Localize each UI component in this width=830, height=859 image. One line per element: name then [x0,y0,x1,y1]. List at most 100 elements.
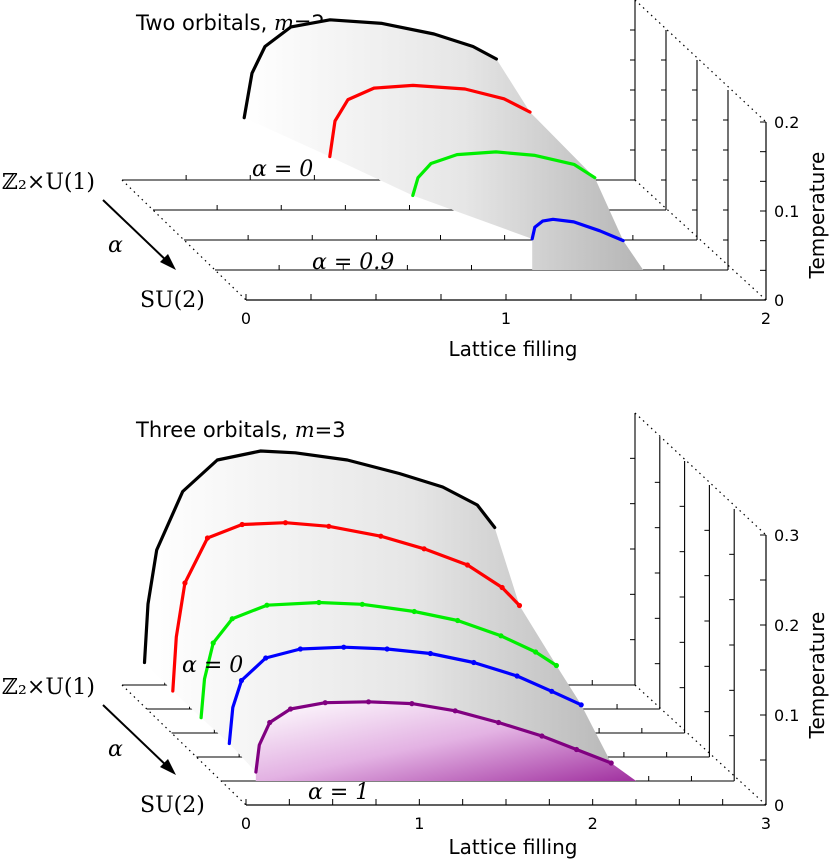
depth-arrow [102,199,171,265]
x-ticks: 0 1 2 [241,294,771,328]
series-point [182,580,188,586]
phase-surface [144,451,637,781]
series-line-2 [199,600,558,720]
depth-arrow-head [160,254,176,270]
series-point [287,706,294,712]
series-point [464,562,471,568]
series-point [239,521,245,528]
series-point [533,649,539,655]
x-ticks: 0 1 2 3 [241,799,771,833]
series-line-1 [171,521,522,693]
series-line-1 [328,83,532,159]
series-line-0 [242,18,498,120]
series-point [263,655,269,661]
y-ticks: 0 0.1 0.2 [760,113,799,310]
series-point [267,719,273,726]
series-point [553,662,560,669]
depth-arrow-label: α [108,233,123,258]
y-tick-label: 0 [774,291,784,310]
y-tick-label: 0.2 [774,616,799,635]
floor-edge-right [634,684,767,806]
floor-edge-right [634,179,767,301]
series-point [204,535,211,541]
series-point [471,659,477,666]
series-point [578,702,584,708]
series-point [499,584,505,591]
phase-surface [244,19,644,270]
panel-three-orbitals: Three orbitals, m=3 0 1 2 3 0 0.1 0.2 0.3 Latt… [2,412,829,859]
x-axis-label: Lattice filling [449,835,578,859]
series-point [282,520,289,526]
series-point [378,533,384,539]
series-point [409,701,415,707]
series-point [514,673,520,679]
x-tick-label: 0 [241,814,251,833]
panel-title-three-orbitals: Three orbitals, m=3 [135,418,346,442]
back-edge-top [634,0,767,123]
y-tick-label: 0 [774,796,784,815]
depth-label-bottom: SU(2) [140,793,205,818]
y-axis-label: Temperature [805,612,829,740]
x-tick-label: 1 [414,814,424,833]
x-tick-label: 0 [241,309,251,328]
depth-label-top: ℤ₂×U(1) [2,675,95,700]
series-line-0 [142,449,497,665]
y-tick-label: 0.1 [774,202,799,221]
series-point [427,650,433,657]
series-point [573,746,580,753]
series-point [455,617,461,624]
series-point [229,616,235,622]
series-curves [242,18,625,243]
floor-edge-left [121,179,247,301]
series-curves [142,449,614,774]
y-tick-label: 0.2 [774,113,799,132]
series-line-3 [227,645,583,746]
series-point [210,640,216,646]
series-point [495,719,502,726]
series-point [549,688,555,694]
series-point [498,633,504,639]
y-axis-label: Temperature [805,152,829,280]
x-tick-label: 1 [501,309,511,328]
floor-edge-left [121,684,247,806]
y-ticks: 0 0.1 0.2 0.3 [760,526,799,815]
surface-fill-purple [255,701,637,781]
x-tick-label: 2 [588,814,598,833]
series-point [411,608,417,615]
series-point [297,646,303,652]
series-point [421,546,427,552]
depth-arrow-head [160,759,176,775]
series-point [365,699,372,705]
x-tick-label: 3 [761,814,771,833]
back-edge-top [634,412,767,536]
depth-label-bottom: SU(2) [140,288,205,313]
series-point [264,602,270,608]
series-point [316,599,322,606]
series-line-3 [530,217,625,243]
layer-label-first: α = 0 [252,157,313,182]
series-line-4 [254,700,613,774]
series-point [539,733,545,739]
series-point [452,708,458,714]
surface-fill [144,451,632,781]
depth-arrow [102,704,171,770]
depth-arrow-label: α [108,737,123,762]
surface-fill [244,19,644,270]
series-line-2 [411,150,597,198]
series-point [608,760,614,766]
series-point [516,602,523,609]
x-tick-label: 2 [761,309,771,328]
series-point [326,523,332,529]
series-point [238,677,245,684]
y-tick-label: 0.1 [774,706,799,725]
depth-label-top: ℤ₂×U(1) [2,170,95,195]
series-point [322,700,328,706]
layer-label-last: α = 0.9 [312,250,394,275]
layer-label-first: α = 0 [182,653,243,678]
x-axis-label: Lattice filling [449,337,578,361]
layer-label-last: α = 1 [308,780,369,805]
series-point [359,601,365,607]
series-point [341,644,347,650]
